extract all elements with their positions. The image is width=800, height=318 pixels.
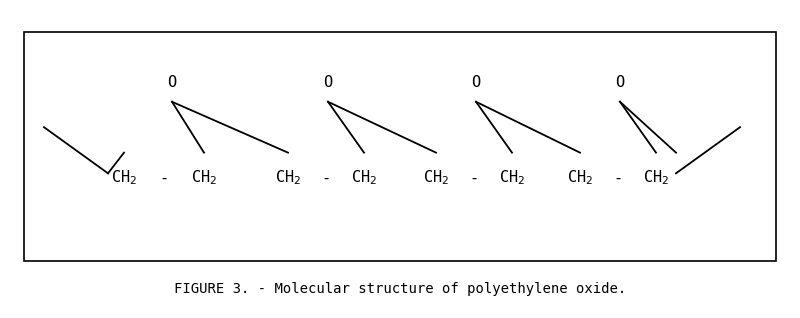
Text: -: - [322,170,330,186]
Text: O: O [323,75,333,90]
Text: -: - [470,170,478,186]
Text: O: O [471,75,481,90]
Text: CH$_2$: CH$_2$ [275,169,301,187]
Text: FIGURE 3. - Molecular structure of polyethylene oxide.: FIGURE 3. - Molecular structure of polye… [174,282,626,296]
Text: CH$_2$: CH$_2$ [567,169,593,187]
Text: O: O [167,75,177,90]
Text: CH$_2$: CH$_2$ [499,169,525,187]
Text: CH$_2$: CH$_2$ [111,169,137,187]
Text: CH$_2$: CH$_2$ [643,169,669,187]
Text: -: - [614,170,622,186]
Text: CH$_2$: CH$_2$ [351,169,377,187]
Text: O: O [615,75,625,90]
Text: CH$_2$: CH$_2$ [423,169,449,187]
Text: -: - [159,170,169,186]
Text: CH$_2$: CH$_2$ [191,169,217,187]
